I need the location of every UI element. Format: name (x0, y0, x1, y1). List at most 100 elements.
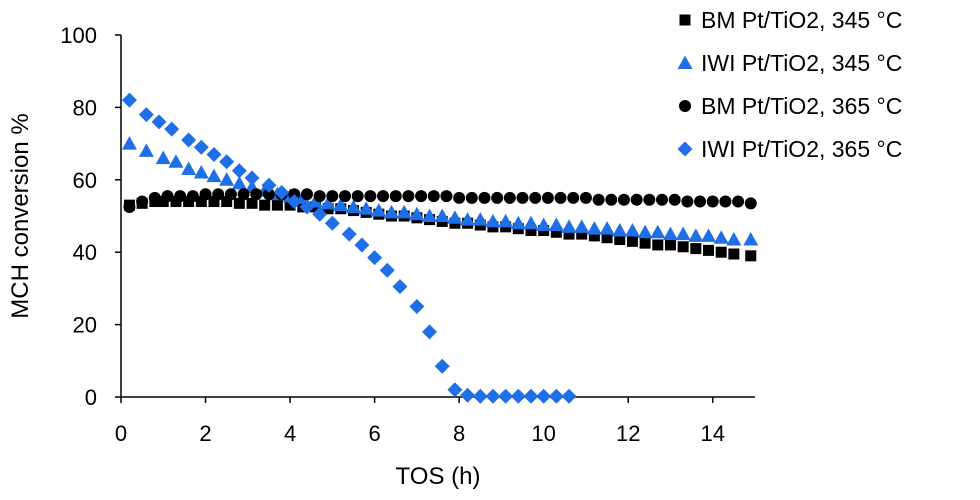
data-point-triangle (193, 165, 209, 179)
data-point-diamond (274, 184, 290, 200)
data-point-triangle (548, 217, 564, 232)
legend-label: IWI Pt/TiO2, 365 °C (701, 136, 902, 162)
x-tick-label: 10 (531, 421, 555, 446)
data-point-square (550, 226, 562, 238)
data-point-diamond (536, 388, 552, 404)
data-point-square (233, 197, 245, 209)
x-axis-title: TOS (h) (396, 463, 481, 490)
data-point-diamond (324, 215, 340, 231)
data-point-diamond (523, 388, 539, 404)
y-axis-ticks: 0 20 40 60 80 100 (60, 23, 121, 410)
data-point-circle (440, 190, 453, 203)
data-point-triangle (155, 150, 171, 165)
data-point-circle (300, 188, 313, 201)
data-point-triangle (345, 199, 361, 213)
data-point-circle (174, 190, 187, 203)
data-point-square (563, 228, 575, 240)
data-point-circle (339, 190, 352, 203)
data-point-diamond (231, 163, 247, 179)
x-axis-ticks: 0 2 4 6 8 10 12 14 (115, 397, 725, 446)
data-point-triangle (743, 232, 759, 246)
data-point-diamond (498, 388, 514, 404)
data-point-triangle (460, 212, 476, 226)
data-point-triangle (637, 224, 653, 239)
x-tick-label: 4 (284, 421, 296, 446)
x-tick-label: 12 (616, 421, 640, 446)
data-point-circle (250, 188, 263, 201)
data-point-triangle (485, 213, 501, 228)
data-point-square (183, 196, 195, 208)
data-point-circle (224, 188, 237, 201)
data-point-diamond (244, 170, 260, 186)
y-tick-label: 40 (73, 240, 97, 265)
data-point-diamond (392, 279, 408, 295)
data-point-circle (694, 195, 707, 208)
data-point-circle (389, 190, 402, 203)
data-point-square (576, 228, 588, 240)
data-point-square (284, 199, 296, 211)
data-point-triangle (523, 215, 539, 230)
series-triangle (121, 136, 759, 246)
data-point-circle (402, 190, 415, 203)
legend-marker-circle (679, 100, 691, 112)
data-series (121, 92, 759, 404)
data-point-circle (161, 190, 174, 203)
data-point-triangle (422, 208, 438, 222)
data-point-circle (617, 193, 630, 206)
data-point-square (271, 199, 283, 211)
series-diamond (121, 92, 577, 404)
data-point-circle (415, 190, 428, 203)
data-point-diamond (312, 206, 328, 222)
legend-marker-diamond (677, 141, 693, 157)
data-point-circle (656, 193, 669, 206)
data-point-diamond (164, 121, 180, 137)
data-point-square (157, 196, 169, 208)
series-square (123, 196, 757, 262)
data-point-circle (681, 195, 694, 208)
data-point-circle (516, 191, 529, 204)
data-point-square (170, 196, 182, 208)
data-point-triangle (231, 175, 247, 190)
legend-item: BM Pt/TiO2, 345 °C (679, 7, 902, 33)
x-tick-label: 8 (453, 421, 465, 446)
data-point-triangle (434, 208, 450, 222)
data-point-circle (377, 190, 390, 203)
data-point-circle (744, 197, 757, 210)
data-point-triangle (586, 221, 602, 235)
data-point-triangle (121, 136, 137, 150)
data-point-circle (326, 190, 339, 203)
data-point-diamond (193, 139, 209, 155)
x-tick-label: 2 (199, 421, 211, 446)
data-point-square (221, 196, 233, 208)
data-point-circle (123, 200, 136, 213)
data-point-circle (643, 193, 656, 206)
data-point-circle (605, 193, 618, 206)
data-point-triangle (662, 226, 678, 241)
y-axis-title: MCH conversion % (7, 113, 34, 318)
data-point-diamond (460, 387, 476, 403)
data-point-circle (491, 191, 504, 204)
data-point-circle (732, 195, 745, 208)
data-point-circle (579, 191, 592, 204)
data-point-square (715, 246, 727, 258)
data-point-triangle (726, 232, 742, 246)
data-point-triangle (574, 219, 590, 233)
data-point-triangle (384, 204, 400, 219)
data-point-triangle (358, 201, 374, 215)
data-point-square (690, 243, 702, 255)
legend-marker-triangle (677, 55, 693, 69)
y-tick-label: 80 (73, 95, 97, 120)
data-point-square (664, 239, 676, 251)
data-point-triangle (536, 217, 552, 232)
data-point-triangle (371, 203, 387, 217)
data-point-circle (719, 195, 732, 208)
data-point-square (588, 230, 600, 242)
data-point-triangle (688, 228, 704, 242)
data-point-diamond (151, 114, 167, 130)
data-point-triangle (409, 206, 425, 221)
legend-item: IWI Pt/TiO2, 365 °C (677, 136, 902, 162)
data-point-square (626, 235, 638, 247)
legend-item: BM Pt/TiO2, 365 °C (679, 93, 902, 119)
data-point-triangle (561, 219, 577, 233)
